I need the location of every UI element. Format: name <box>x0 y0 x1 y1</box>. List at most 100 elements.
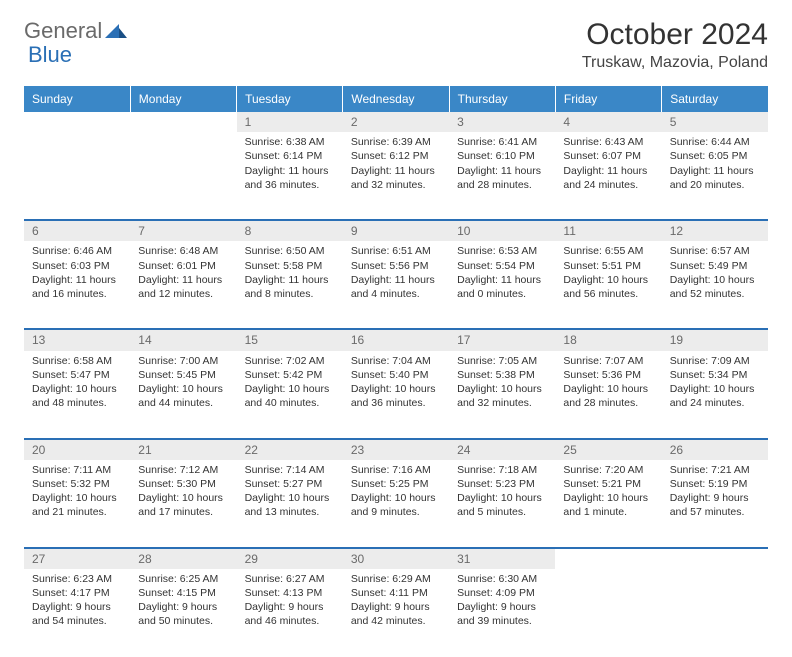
day-number: 30 <box>343 548 449 569</box>
day-number: 29 <box>237 548 343 569</box>
weekday-header: Friday <box>555 86 661 112</box>
sunset-text: Sunset: 5:58 PM <box>245 259 335 273</box>
sunset-text: Sunset: 5:51 PM <box>563 259 653 273</box>
day-cell: Sunrise: 6:39 AMSunset: 6:12 PMDaylight:… <box>343 132 449 220</box>
daylight-text: Daylight: 11 hours and 32 minutes. <box>351 164 441 192</box>
sunset-text: Sunset: 5:45 PM <box>138 368 228 382</box>
sunset-text: Sunset: 4:09 PM <box>457 586 547 600</box>
day-number: 15 <box>237 329 343 350</box>
day-cell: Sunrise: 7:05 AMSunset: 5:38 PMDaylight:… <box>449 351 555 439</box>
sunrise-text: Sunrise: 7:07 AM <box>563 354 653 368</box>
sunrise-text: Sunrise: 6:25 AM <box>138 572 228 586</box>
day-cell: Sunrise: 6:43 AMSunset: 6:07 PMDaylight:… <box>555 132 661 220</box>
triangle-icon <box>105 18 127 44</box>
daylight-text: Daylight: 11 hours and 16 minutes. <box>32 273 122 301</box>
sunrise-text: Sunrise: 6:58 AM <box>32 354 122 368</box>
content-row: Sunrise: 7:11 AMSunset: 5:32 PMDaylight:… <box>24 460 768 548</box>
sunset-text: Sunset: 4:13 PM <box>245 586 335 600</box>
day-cell: Sunrise: 7:04 AMSunset: 5:40 PMDaylight:… <box>343 351 449 439</box>
content-row: Sunrise: 6:23 AMSunset: 4:17 PMDaylight:… <box>24 569 768 657</box>
day-cell: Sunrise: 6:51 AMSunset: 5:56 PMDaylight:… <box>343 241 449 329</box>
daynum-row: 2728293031 <box>24 548 768 569</box>
day-cell: Sunrise: 6:44 AMSunset: 6:05 PMDaylight:… <box>662 132 768 220</box>
day-number: 21 <box>130 439 236 460</box>
daylight-text: Daylight: 11 hours and 0 minutes. <box>457 273 547 301</box>
sunset-text: Sunset: 5:42 PM <box>245 368 335 382</box>
sunset-text: Sunset: 5:36 PM <box>563 368 653 382</box>
day-cell: Sunrise: 6:30 AMSunset: 4:09 PMDaylight:… <box>449 569 555 657</box>
daylight-text: Daylight: 10 hours and 21 minutes. <box>32 491 122 519</box>
daylight-text: Daylight: 10 hours and 32 minutes. <box>457 382 547 410</box>
daylight-text: Daylight: 11 hours and 12 minutes. <box>138 273 228 301</box>
logo-text-1: General <box>24 18 102 44</box>
day-cell: Sunrise: 6:25 AMSunset: 4:15 PMDaylight:… <box>130 569 236 657</box>
day-cell: Sunrise: 6:50 AMSunset: 5:58 PMDaylight:… <box>237 241 343 329</box>
day-cell <box>662 569 768 657</box>
day-number: 8 <box>237 220 343 241</box>
day-number: 12 <box>662 220 768 241</box>
day-cell: Sunrise: 6:57 AMSunset: 5:49 PMDaylight:… <box>662 241 768 329</box>
day-number: 11 <box>555 220 661 241</box>
sunrise-text: Sunrise: 7:14 AM <box>245 463 335 477</box>
sunset-text: Sunset: 6:07 PM <box>563 149 653 163</box>
sunset-text: Sunset: 5:23 PM <box>457 477 547 491</box>
day-number: 16 <box>343 329 449 350</box>
sunrise-text: Sunrise: 6:27 AM <box>245 572 335 586</box>
sunrise-text: Sunrise: 6:23 AM <box>32 572 122 586</box>
weekday-header: Wednesday <box>343 86 449 112</box>
sunrise-text: Sunrise: 7:20 AM <box>563 463 653 477</box>
daylight-text: Daylight: 11 hours and 4 minutes. <box>351 273 441 301</box>
day-number: 19 <box>662 329 768 350</box>
daylight-text: Daylight: 10 hours and 56 minutes. <box>563 273 653 301</box>
sunset-text: Sunset: 5:34 PM <box>670 368 760 382</box>
sunrise-text: Sunrise: 6:57 AM <box>670 244 760 258</box>
logo: General <box>24 18 130 44</box>
day-number: 2 <box>343 112 449 132</box>
daylight-text: Daylight: 10 hours and 5 minutes. <box>457 491 547 519</box>
day-cell: Sunrise: 6:23 AMSunset: 4:17 PMDaylight:… <box>24 569 130 657</box>
day-cell: Sunrise: 7:09 AMSunset: 5:34 PMDaylight:… <box>662 351 768 439</box>
day-cell: Sunrise: 6:27 AMSunset: 4:13 PMDaylight:… <box>237 569 343 657</box>
sunrise-text: Sunrise: 7:09 AM <box>670 354 760 368</box>
day-number <box>130 112 236 132</box>
day-cell: Sunrise: 6:46 AMSunset: 6:03 PMDaylight:… <box>24 241 130 329</box>
sunset-text: Sunset: 5:27 PM <box>245 477 335 491</box>
day-cell: Sunrise: 7:20 AMSunset: 5:21 PMDaylight:… <box>555 460 661 548</box>
sunrise-text: Sunrise: 6:43 AM <box>563 135 653 149</box>
sunrise-text: Sunrise: 7:02 AM <box>245 354 335 368</box>
sunrise-text: Sunrise: 6:48 AM <box>138 244 228 258</box>
daylight-text: Daylight: 10 hours and 9 minutes. <box>351 491 441 519</box>
sunrise-text: Sunrise: 6:44 AM <box>670 135 760 149</box>
sunset-text: Sunset: 6:03 PM <box>32 259 122 273</box>
sunrise-text: Sunrise: 7:11 AM <box>32 463 122 477</box>
day-number: 3 <box>449 112 555 132</box>
sunset-text: Sunset: 4:11 PM <box>351 586 441 600</box>
day-number: 20 <box>24 439 130 460</box>
daynum-row: 13141516171819 <box>24 329 768 350</box>
weekday-header: Saturday <box>662 86 768 112</box>
sunset-text: Sunset: 5:25 PM <box>351 477 441 491</box>
daylight-text: Daylight: 10 hours and 1 minute. <box>563 491 653 519</box>
daylight-text: Daylight: 9 hours and 57 minutes. <box>670 491 760 519</box>
sunrise-text: Sunrise: 6:50 AM <box>245 244 335 258</box>
day-cell: Sunrise: 7:11 AMSunset: 5:32 PMDaylight:… <box>24 460 130 548</box>
day-number: 18 <box>555 329 661 350</box>
sunset-text: Sunset: 5:40 PM <box>351 368 441 382</box>
daylight-text: Daylight: 9 hours and 54 minutes. <box>32 600 122 628</box>
sunset-text: Sunset: 5:32 PM <box>32 477 122 491</box>
sunset-text: Sunset: 6:05 PM <box>670 149 760 163</box>
day-cell: Sunrise: 7:02 AMSunset: 5:42 PMDaylight:… <box>237 351 343 439</box>
day-cell: Sunrise: 7:07 AMSunset: 5:36 PMDaylight:… <box>555 351 661 439</box>
day-cell: Sunrise: 6:55 AMSunset: 5:51 PMDaylight:… <box>555 241 661 329</box>
day-cell: Sunrise: 7:00 AMSunset: 5:45 PMDaylight:… <box>130 351 236 439</box>
calendar-table: SundayMondayTuesdayWednesdayThursdayFrid… <box>24 86 768 657</box>
weekday-header: Tuesday <box>237 86 343 112</box>
day-number: 9 <box>343 220 449 241</box>
daylight-text: Daylight: 10 hours and 28 minutes. <box>563 382 653 410</box>
sunset-text: Sunset: 6:14 PM <box>245 149 335 163</box>
weekday-header: Sunday <box>24 86 130 112</box>
day-number <box>662 548 768 569</box>
daylight-text: Daylight: 11 hours and 36 minutes. <box>245 164 335 192</box>
sunrise-text: Sunrise: 7:05 AM <box>457 354 547 368</box>
daylight-text: Daylight: 10 hours and 40 minutes. <box>245 382 335 410</box>
